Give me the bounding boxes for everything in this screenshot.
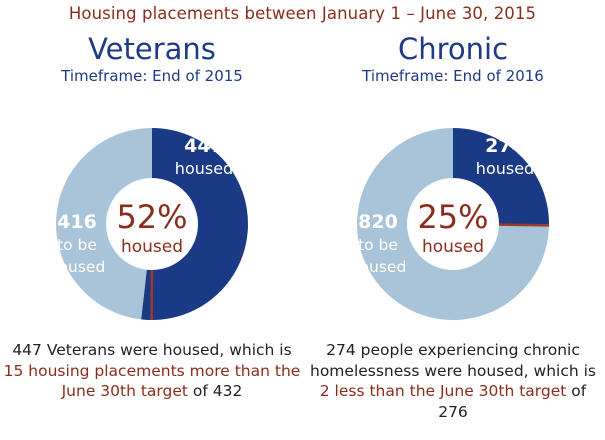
to-be-housed-text-label-2: housed — [350, 258, 407, 276]
slice-to-be-housed — [55, 128, 153, 320]
caption-text-end: of 432 — [187, 382, 243, 400]
housed-value-label: 274 — [485, 135, 525, 157]
caption-highlight: 2 less than the June 30th target — [319, 382, 567, 400]
chart-subtitle: Timeframe: End of 2015 — [61, 67, 243, 85]
caption-highlight: 15 housing placements more than the June… — [3, 361, 301, 401]
slice-to-be-housed — [357, 128, 549, 320]
to-be-housed-text-label: to be — [57, 236, 97, 254]
center-housed-label: housed — [422, 237, 484, 257]
caption-text-end: of 276 — [438, 382, 587, 421]
chart-main-title: Housing placements between January 1 – J… — [68, 4, 537, 23]
housed-text-label: housed — [175, 159, 233, 178]
chronic-panel: Chronic Timeframe: End of 2016 25% housed… — [303, 28, 603, 440]
center-percent-label: 25% — [417, 198, 488, 236]
to-be-housed-text-label: to be — [358, 236, 398, 254]
slice-housed — [141, 128, 248, 320]
to-be-housed-value-label: 416 — [57, 211, 97, 233]
housed-text-label: housed — [476, 159, 534, 178]
chart-caption: 447 Veterans were housed, which is 15 ho… — [2, 340, 302, 402]
caption-text: 274 people experiencing chronic homeless… — [310, 341, 596, 380]
chart-caption: 274 people experiencing chronic homeless… — [303, 340, 603, 422]
to-be-housed-text-label-2: housed — [49, 258, 106, 276]
to-be-housed-value-label: 820 — [358, 211, 398, 233]
center-housed-label: housed — [121, 237, 183, 257]
chart-title: Veterans — [88, 32, 216, 66]
slice-housed — [453, 128, 549, 225]
chart-subtitle: Timeframe: End of 2016 — [362, 67, 544, 85]
caption-text: 447 Veterans were housed, which is — [12, 341, 292, 359]
chart-title: Chronic — [397, 32, 509, 66]
center-percent-label: 52% — [116, 198, 187, 236]
veterans-panel: Veterans Timeframe: End of 2015 52% house… — [2, 28, 302, 440]
target-marker — [498, 223, 550, 227]
housed-value-label: 447 — [184, 135, 224, 157]
